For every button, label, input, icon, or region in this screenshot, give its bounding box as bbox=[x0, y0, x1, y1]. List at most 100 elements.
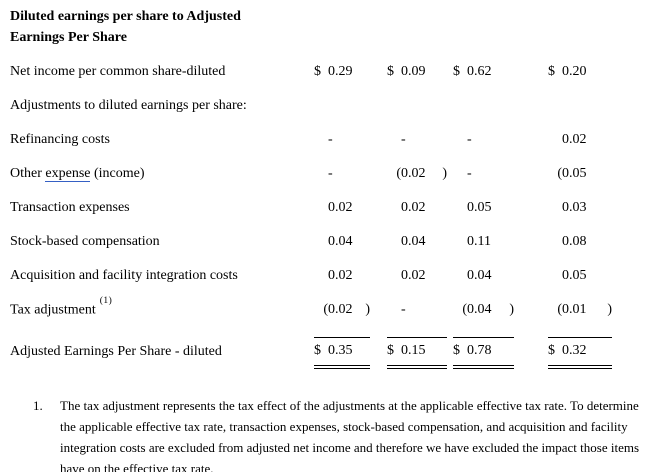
cell-value: - bbox=[467, 166, 472, 181]
cell-value: 0.05 bbox=[562, 268, 587, 283]
total-value: 0.78 bbox=[467, 343, 492, 358]
cell-value: 0.02 bbox=[401, 166, 426, 181]
value-cell: $0.09 bbox=[387, 64, 447, 80]
open-paren: ( bbox=[396, 166, 401, 181]
footnote-number: 1. bbox=[33, 398, 43, 413]
cell-value: - bbox=[467, 132, 472, 147]
cell-value: 0.04 bbox=[467, 302, 492, 317]
table-row: Adjustments to diluted earnings per shar… bbox=[0, 89, 655, 123]
dollar-sign: $ bbox=[387, 64, 394, 79]
value-cell: (0.01) bbox=[548, 302, 612, 318]
total-cell: $0.32 bbox=[548, 337, 612, 369]
table-row: Acquisition and facility integration cos… bbox=[0, 259, 655, 293]
row-label: Adjustments to diluted earnings per shar… bbox=[10, 98, 247, 113]
table-title-line1: Diluted earnings per share to Adjusted bbox=[10, 9, 241, 24]
dollar-sign: $ bbox=[548, 64, 555, 79]
value-cell: 0.11 bbox=[453, 234, 514, 250]
value-cell: 0.02 bbox=[387, 268, 447, 284]
dollar-sign: $ bbox=[453, 64, 460, 79]
cell-value: 0.04 bbox=[328, 234, 353, 249]
open-paren: ( bbox=[557, 166, 562, 181]
footnote-reference: (1) bbox=[99, 296, 113, 307]
value-cell: $0.20 bbox=[548, 64, 612, 80]
cell-value: 0.09 bbox=[401, 64, 426, 79]
row-label: Transaction expenses bbox=[10, 200, 130, 215]
total-cell: $0.35 bbox=[314, 337, 370, 369]
table-row: Refinancing costs - - - 0.02 bbox=[0, 123, 655, 157]
value-cell: 0.08 bbox=[548, 234, 612, 250]
double-underline bbox=[314, 365, 370, 369]
footnote-text: The tax adjustment represents the tax ef… bbox=[60, 398, 640, 472]
close-paren: ) bbox=[509, 302, 514, 317]
value-cell: - bbox=[453, 132, 514, 148]
row-label: Stock-based compensation bbox=[10, 234, 160, 249]
value-cell: 0.04 bbox=[387, 234, 447, 250]
table-row: Other expense (income) - (0.02) - (0.05 bbox=[0, 157, 655, 191]
table-row: Net income per common share-diluted $0.2… bbox=[0, 55, 655, 89]
cell-value: - bbox=[328, 166, 333, 181]
dollar-sign: $ bbox=[387, 343, 394, 358]
label-text: Other bbox=[10, 166, 46, 181]
value-cell: (0.04) bbox=[453, 302, 514, 318]
value-cell: (0.02) bbox=[387, 166, 447, 182]
cell-value: 0.05 bbox=[562, 166, 587, 181]
row-label: Tax adjustment(1) bbox=[10, 296, 314, 319]
value-cell: 0.04 bbox=[314, 234, 370, 250]
open-paren: ( bbox=[462, 302, 467, 317]
value-cell: - bbox=[453, 166, 514, 182]
cell-value: 0.62 bbox=[467, 64, 492, 79]
value-cell: 0.05 bbox=[548, 268, 612, 284]
value-cell: 0.02 bbox=[548, 132, 612, 148]
double-underline bbox=[387, 365, 447, 369]
cell-value: - bbox=[401, 132, 406, 147]
cell-value: 0.02 bbox=[328, 302, 353, 317]
dollar-sign: $ bbox=[548, 343, 555, 358]
value-cell: (0.02) bbox=[314, 302, 370, 318]
table-row: Transaction expenses 0.02 0.02 0.05 0.03 bbox=[0, 191, 655, 225]
value-cell: 0.02 bbox=[314, 200, 370, 216]
value-cell: 0.02 bbox=[387, 200, 447, 216]
cell-value: 0.01 bbox=[562, 302, 587, 317]
table-title: Diluted earnings per share to Adjusted E… bbox=[0, 6, 300, 48]
expense-link[interactable]: expense bbox=[45, 166, 91, 182]
total-cell: $0.78 bbox=[453, 337, 514, 369]
double-underline bbox=[453, 365, 514, 369]
cell-value: - bbox=[401, 302, 406, 317]
cell-value: - bbox=[328, 132, 333, 147]
double-underline bbox=[548, 365, 612, 369]
cell-value: 0.11 bbox=[467, 234, 491, 249]
footnote: 1. The tax adjustment represents the tax… bbox=[0, 395, 655, 472]
label-text: (income) bbox=[90, 166, 145, 181]
value-cell: 0.02 bbox=[314, 268, 370, 284]
cell-value: 0.02 bbox=[328, 200, 353, 215]
row-label: Acquisition and facility integration cos… bbox=[10, 268, 238, 283]
value-cell: $0.29 bbox=[314, 64, 370, 80]
total-value: 0.35 bbox=[328, 343, 353, 358]
value-cell: 0.04 bbox=[453, 268, 514, 284]
value-cell: - bbox=[314, 166, 370, 182]
close-paren: ) bbox=[442, 166, 447, 181]
cell-value: 0.02 bbox=[562, 132, 587, 147]
table-row: Stock-based compensation 0.04 0.04 0.11 … bbox=[0, 225, 655, 259]
table-title-line2: Earnings Per Share bbox=[10, 30, 127, 45]
total-row-label: Adjusted Earnings Per Share - diluted bbox=[10, 344, 222, 359]
cell-value: 0.29 bbox=[328, 64, 353, 79]
open-paren: ( bbox=[323, 302, 328, 317]
cell-value: 0.08 bbox=[562, 234, 587, 249]
dollar-sign: $ bbox=[314, 64, 321, 79]
row-label: Refinancing costs bbox=[10, 132, 110, 147]
value-cell: - bbox=[314, 132, 370, 148]
dollar-sign: $ bbox=[453, 343, 460, 358]
dollar-sign: $ bbox=[314, 343, 321, 358]
cell-value: 0.02 bbox=[401, 200, 426, 215]
value-cell: - bbox=[387, 302, 447, 318]
table-row: Tax adjustment(1) (0.02) - (0.04) (0.01) bbox=[0, 293, 655, 327]
cell-value: 0.02 bbox=[328, 268, 353, 283]
close-paren: ) bbox=[607, 302, 612, 317]
open-paren: ( bbox=[557, 302, 562, 317]
row-label: Other expense (income) bbox=[10, 166, 314, 182]
cell-value: 0.05 bbox=[467, 200, 492, 215]
total-row: Adjusted Earnings Per Share - diluted $0… bbox=[0, 337, 655, 383]
value-cell: - bbox=[387, 132, 447, 148]
